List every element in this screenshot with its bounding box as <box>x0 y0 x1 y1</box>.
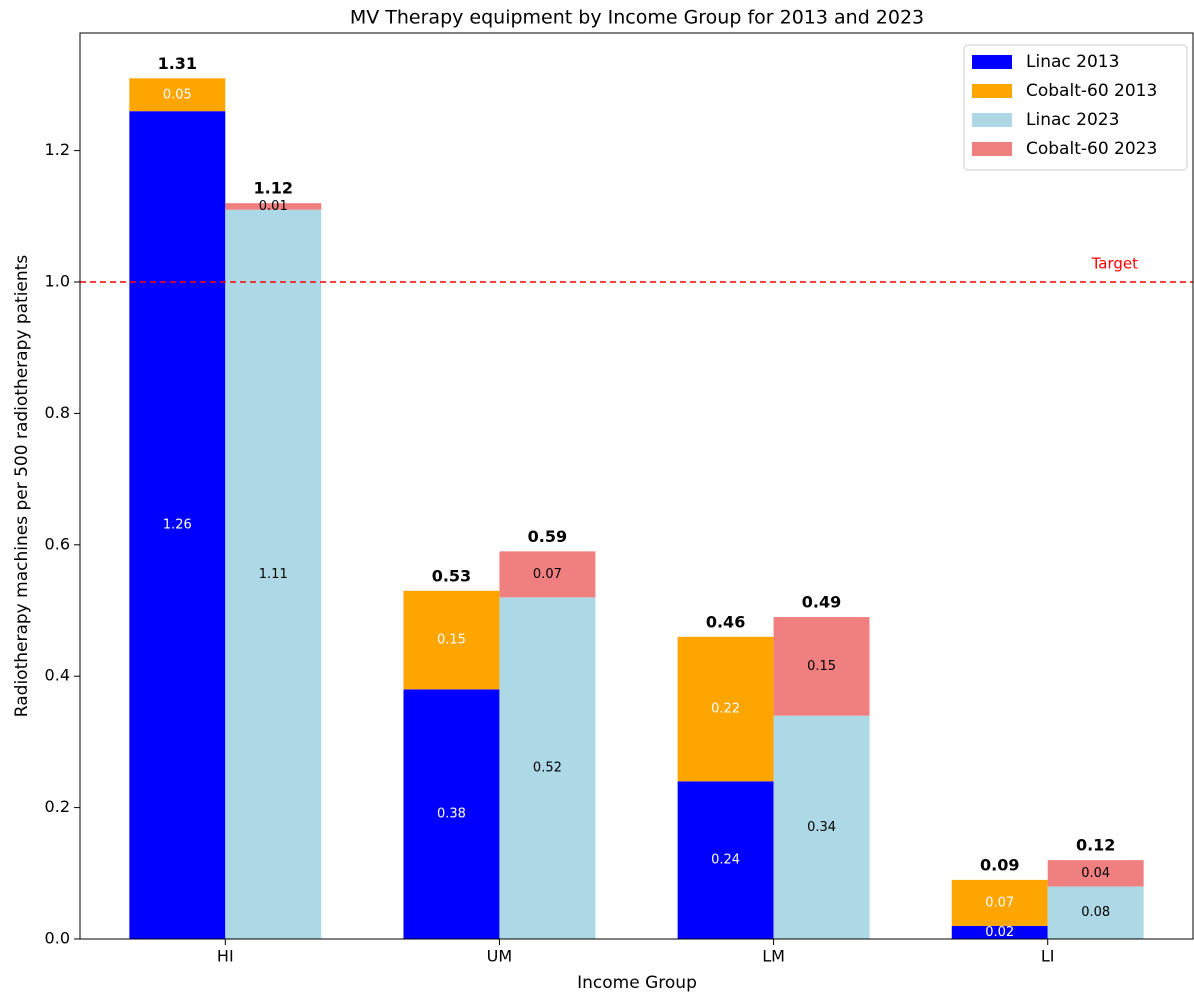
y-tick-label: 0.6 <box>45 534 70 553</box>
legend-label: Cobalt-60 2023 <box>1026 139 1157 159</box>
bar-segment <box>1047 860 1144 887</box>
bar-segment <box>1047 886 1144 939</box>
legend-swatch <box>972 113 1012 127</box>
y-tick-label: 0.4 <box>45 666 70 685</box>
segment-label: 0.15 <box>807 659 836 674</box>
bar-segment <box>773 715 870 939</box>
bar-segment <box>499 597 596 939</box>
x-tick-label: HI <box>217 947 234 966</box>
y-tick-label: 1.2 <box>45 140 70 159</box>
total-label: 1.12 <box>254 179 293 198</box>
segment-label: 0.08 <box>1081 905 1110 920</box>
y-tick-label: 1.0 <box>45 272 70 291</box>
y-axis-label: Radiotherapy machines per 500 radiothera… <box>12 255 32 718</box>
legend-box <box>963 44 1188 171</box>
bar-segment <box>403 590 500 690</box>
legend-label: Cobalt-60 2013 <box>1026 81 1157 101</box>
segment-label: 0.05 <box>163 87 192 102</box>
bar-segment <box>677 636 774 782</box>
total-label: 0.12 <box>1076 836 1115 855</box>
bar-segment <box>403 689 500 939</box>
bar-segment <box>129 78 226 112</box>
total-label: 0.53 <box>432 566 471 585</box>
x-tick-label: LM <box>762 947 785 966</box>
total-label: 0.46 <box>706 612 745 631</box>
segment-label: 0.38 <box>437 807 466 822</box>
legend-swatch <box>972 84 1012 98</box>
legend-swatch <box>972 55 1012 69</box>
x-tick-label: LI <box>1041 947 1055 966</box>
segment-label: 0.22 <box>711 702 740 717</box>
y-tick-label: 0.8 <box>45 403 70 422</box>
bar-segment <box>677 781 774 939</box>
bar-segment <box>499 551 596 598</box>
segment-label: 0.04 <box>1081 866 1110 881</box>
legend-label: Linac 2023 <box>1026 110 1119 130</box>
segment-label: 0.01 <box>259 199 288 214</box>
total-label: 1.31 <box>158 54 197 73</box>
segment-label: 0.15 <box>437 633 466 648</box>
segment-label: 1.11 <box>259 567 288 582</box>
x-axis-label: Income Group <box>577 973 697 993</box>
bar-segment <box>225 203 322 210</box>
legend-swatch <box>972 142 1012 156</box>
bar-segment <box>773 617 870 716</box>
y-tick-label: 0.2 <box>45 797 70 816</box>
bar-segment <box>225 209 322 939</box>
chart-title: MV Therapy equipment by Income Group for… <box>350 7 924 29</box>
y-tick-label: 0.0 <box>45 929 70 948</box>
segment-label: 0.07 <box>533 567 562 582</box>
bar-segment <box>129 111 226 939</box>
target-label: Target <box>1091 255 1139 273</box>
total-label: 0.09 <box>980 855 1019 874</box>
segment-label: 0.02 <box>985 925 1014 940</box>
segment-label: 0.24 <box>711 853 740 868</box>
x-tick-label: UM <box>487 947 513 966</box>
segment-label: 0.07 <box>985 895 1014 910</box>
segment-label: 0.34 <box>807 820 836 835</box>
plot-frame <box>79 32 1194 940</box>
total-label: 0.59 <box>528 527 567 546</box>
legend-label: Linac 2013 <box>1026 52 1119 72</box>
bar-segment <box>951 925 1048 939</box>
total-label: 0.49 <box>802 593 841 612</box>
bar-segment <box>951 879 1048 926</box>
segment-label: 1.26 <box>163 518 192 533</box>
segment-label: 0.52 <box>533 761 562 776</box>
